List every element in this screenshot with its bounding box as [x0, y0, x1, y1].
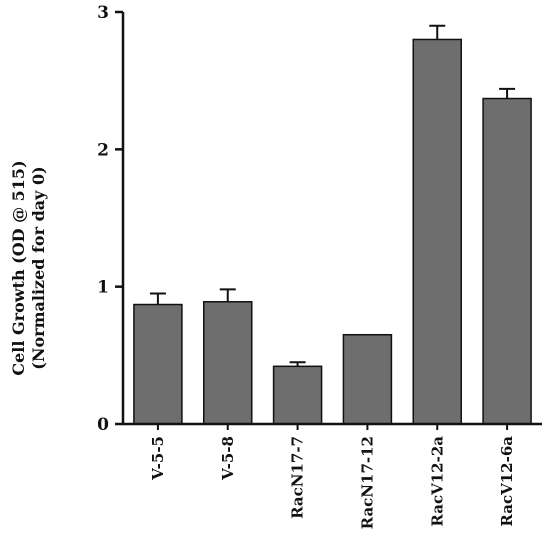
y-axis-title-line-1: Cell Growth (OD @ 515) — [9, 160, 28, 375]
y-tick-label: 2 — [97, 140, 109, 160]
bar-racn17-12 — [342, 333, 393, 425]
y-ticks: 0 1 2 3 — [97, 3, 123, 435]
y-tick-label: 3 — [97, 3, 109, 23]
x-tick-labels: V-5-5 V-5-8 RacN17-7 RacN17-12 RacV12-2a RacV… — [149, 436, 516, 530]
bar-racv12-6a — [482, 97, 532, 425]
bar-racv12-2a — [412, 38, 462, 425]
bar-v-5-5 — [133, 303, 183, 425]
bar-v-5-8 — [203, 301, 253, 425]
bar-racn17-7 — [272, 365, 323, 425]
y-tick-label: 1 — [97, 278, 109, 298]
bars — [133, 38, 532, 425]
error-bars — [149, 24, 516, 367]
axes — [121, 12, 542, 430]
x-tick-label: RacV12-6a — [498, 436, 516, 527]
x-tick-label: RacN17-7 — [289, 436, 307, 519]
x-tick-label: V-5-8 — [219, 436, 237, 481]
y-tick-label: 0 — [97, 415, 109, 435]
x-tick-label: RacV12-2a — [428, 436, 446, 527]
y-axis-title: Cell Growth (OD @ 515) (Normalized for d… — [9, 160, 48, 375]
y-axis-title-line-2: (Normalized for day 0) — [29, 166, 48, 369]
x-tick-label: RacN17-12 — [358, 436, 376, 529]
x-tick-label: V-5-5 — [149, 436, 167, 481]
